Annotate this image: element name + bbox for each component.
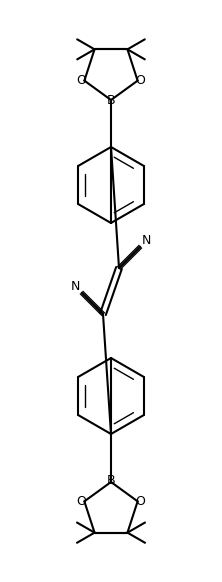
Text: B: B bbox=[107, 94, 115, 108]
Text: O: O bbox=[76, 74, 86, 87]
Text: O: O bbox=[76, 495, 86, 508]
Text: O: O bbox=[136, 74, 146, 87]
Text: O: O bbox=[136, 495, 146, 508]
Text: N: N bbox=[71, 280, 80, 293]
Text: B: B bbox=[107, 474, 115, 488]
Text: N: N bbox=[142, 234, 151, 247]
